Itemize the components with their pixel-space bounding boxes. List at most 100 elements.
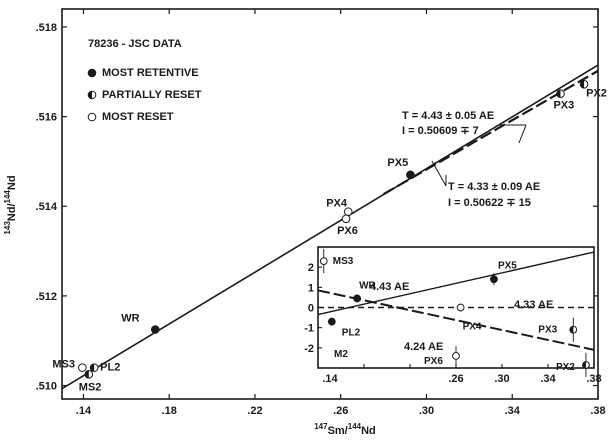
- inset-x-tick-label-first: .14: [322, 373, 338, 385]
- inset-point-px4-dot: [456, 303, 465, 312]
- main-ticks: .14 .18 .22 .26 .30 .34 .38 .510 .512 .514 .516 .51…: [36, 9, 606, 417]
- inset-point-px6: [452, 352, 460, 360]
- inset-points: [319, 249, 590, 378]
- isochron-line-solid: [61, 64, 599, 390]
- x-axis-title: 147Sm/144Nd: [314, 422, 376, 437]
- inset-point-px3-fill: [569, 326, 574, 334]
- point-px3: [556, 89, 565, 99]
- inset-line-label-433: 4.33 AE: [514, 299, 553, 311]
- y-axis-title-part-b: Nd: [6, 175, 18, 190]
- inset-point-px2-fill: [582, 361, 586, 369]
- inset-point-px4: [456, 303, 465, 312]
- point-ms3: [78, 363, 87, 372]
- isochron-dashed-leader: [431, 160, 447, 187]
- inset-y-tick-label: -1: [304, 323, 314, 335]
- x-tick-label: .14: [76, 405, 92, 417]
- inset-point-labels: MS3 WR PL2 PX4 PX5 PX3 PX6 PX2: [333, 256, 576, 373]
- legend-label-most-reset: MOST RESET: [102, 111, 174, 123]
- y-tick-label: .516: [36, 112, 57, 124]
- inset-point-pl2-dot: [327, 317, 336, 326]
- point-label-ms2: MS2: [79, 381, 102, 393]
- point-ms2: [84, 370, 94, 379]
- inset-y-tick-label: -2: [304, 343, 314, 355]
- point-px5: [406, 170, 415, 180]
- y-tick-label: .518: [36, 22, 57, 34]
- inset-point-label-px3: PX3: [538, 325, 557, 336]
- main-plot: .14 .18 .22 .26 .30 .34 .38 .510 .512 .514 .516 .51…: [3, 8, 607, 437]
- point-px6: [341, 214, 351, 224]
- x-tick-label: .18: [162, 405, 177, 417]
- main-point-labels: MS3 MS2 PL2 WR PX4 PX6 PX5 PX3 PX2: [52, 87, 606, 393]
- inset-point-ms3-dot: [319, 257, 328, 266]
- point-pl2-fill: [90, 363, 95, 372]
- y-axis-title-part-a: Nd/: [6, 203, 18, 221]
- inset-point-px3: [569, 325, 578, 334]
- point-px2: [579, 80, 589, 89]
- inset-point-px5: [490, 275, 498, 284]
- inset-label-m2: M2: [334, 349, 348, 360]
- point-label-px3: PX3: [553, 100, 574, 112]
- y-tick-label: .514: [36, 201, 58, 213]
- x-tick-label: .22: [247, 405, 262, 417]
- inset-lines: [317, 251, 595, 351]
- isochron-solid-age: T = 4.43 ± 0.05 AE: [402, 110, 494, 122]
- main-points: [78, 80, 589, 379]
- inset-point-pl2: [327, 317, 336, 326]
- legend-marker-open: [87, 112, 97, 122]
- x-tick-label: .30: [419, 405, 434, 417]
- inset-point-px5-dot: [490, 275, 498, 284]
- y-axis-title-superscript-2: 144: [3, 190, 12, 204]
- inset-point-label-pl2: PL2: [342, 328, 361, 339]
- isochron-annotation-solid: T = 4.43 ± 0.05 AE I = 0.50609 ∓ 7: [402, 110, 527, 144]
- inset-y-tick-label: 1: [308, 282, 314, 294]
- isochron-solid-intercept: I = 0.50609 ∓ 7: [402, 125, 479, 137]
- x-axis-title-superscript-2: 144: [348, 422, 362, 431]
- inset-y-tick-label: 0: [308, 303, 314, 315]
- inset-point-label-px4: PX4: [463, 322, 482, 333]
- isochron-line-dashed: [383, 69, 599, 196]
- isochron-dashed-intercept: I = 0.50622 ∓ 15: [448, 197, 531, 209]
- x-axis-title-part-a: Sm/: [328, 425, 348, 437]
- legend-title: 78236 - JSC DATA: [88, 38, 182, 50]
- inset-line-3: [317, 289, 595, 351]
- inset-point-wr: [353, 294, 362, 303]
- point-label-px6: PX6: [337, 225, 358, 237]
- inset-x-tick-label: .34: [540, 373, 556, 385]
- point-px5-dot: [406, 170, 415, 180]
- inset-y-tick-label: 2: [308, 262, 314, 274]
- y-axis-title-superscript: 143: [3, 221, 12, 235]
- inset-line-label-443: 4.43 AE: [370, 281, 409, 293]
- inset-point-label-px6: PX6: [424, 356, 443, 367]
- inset-point-label-px2: PX2: [556, 362, 575, 373]
- x-axis-title-superscript: 147: [314, 422, 328, 431]
- inset-x-tick-label-026: .26: [448, 373, 463, 385]
- x-tick-label: .26: [333, 405, 348, 417]
- point-pl2: [89, 363, 99, 372]
- inset-point-ms3: [319, 257, 328, 266]
- legend-label-most-retentive: MOST RETENTIVE: [102, 67, 199, 79]
- point-wr-dot: [150, 325, 160, 334]
- point-label-wr: WR: [121, 313, 139, 325]
- point-label-px5: PX5: [387, 157, 408, 169]
- isochron-solid-leader-tail: [518, 124, 527, 144]
- point-px3-fill: [556, 89, 561, 98]
- inset-point-label-ms3: MS3: [333, 256, 354, 267]
- inset-x-tick-label: .38: [586, 373, 601, 385]
- y-tick-label: .510: [36, 381, 57, 393]
- legend-label-partially-reset: PARTIALLY RESET: [102, 89, 202, 101]
- point-label-pl2: PL2: [100, 362, 120, 374]
- x-tick-label: .34: [505, 405, 521, 417]
- point-ms3-dot: [78, 363, 87, 372]
- main-lines: [61, 64, 599, 390]
- inset-line-1: [317, 251, 595, 316]
- legend-marker-half: [87, 90, 97, 100]
- point-px2-fill: [580, 80, 585, 89]
- point-wr: [150, 325, 160, 334]
- isochron-annotation-dashed: T = 4.33 ± 0.09 AE I = 0.50622 ∓ 15: [431, 160, 540, 209]
- point-ms2-fill: [85, 370, 89, 379]
- x-tick-label: .38: [590, 405, 605, 417]
- inset-x-tick-label: .30: [494, 373, 509, 385]
- y-tick-label: .512: [36, 291, 57, 303]
- point-label-px4: PX4: [326, 198, 348, 210]
